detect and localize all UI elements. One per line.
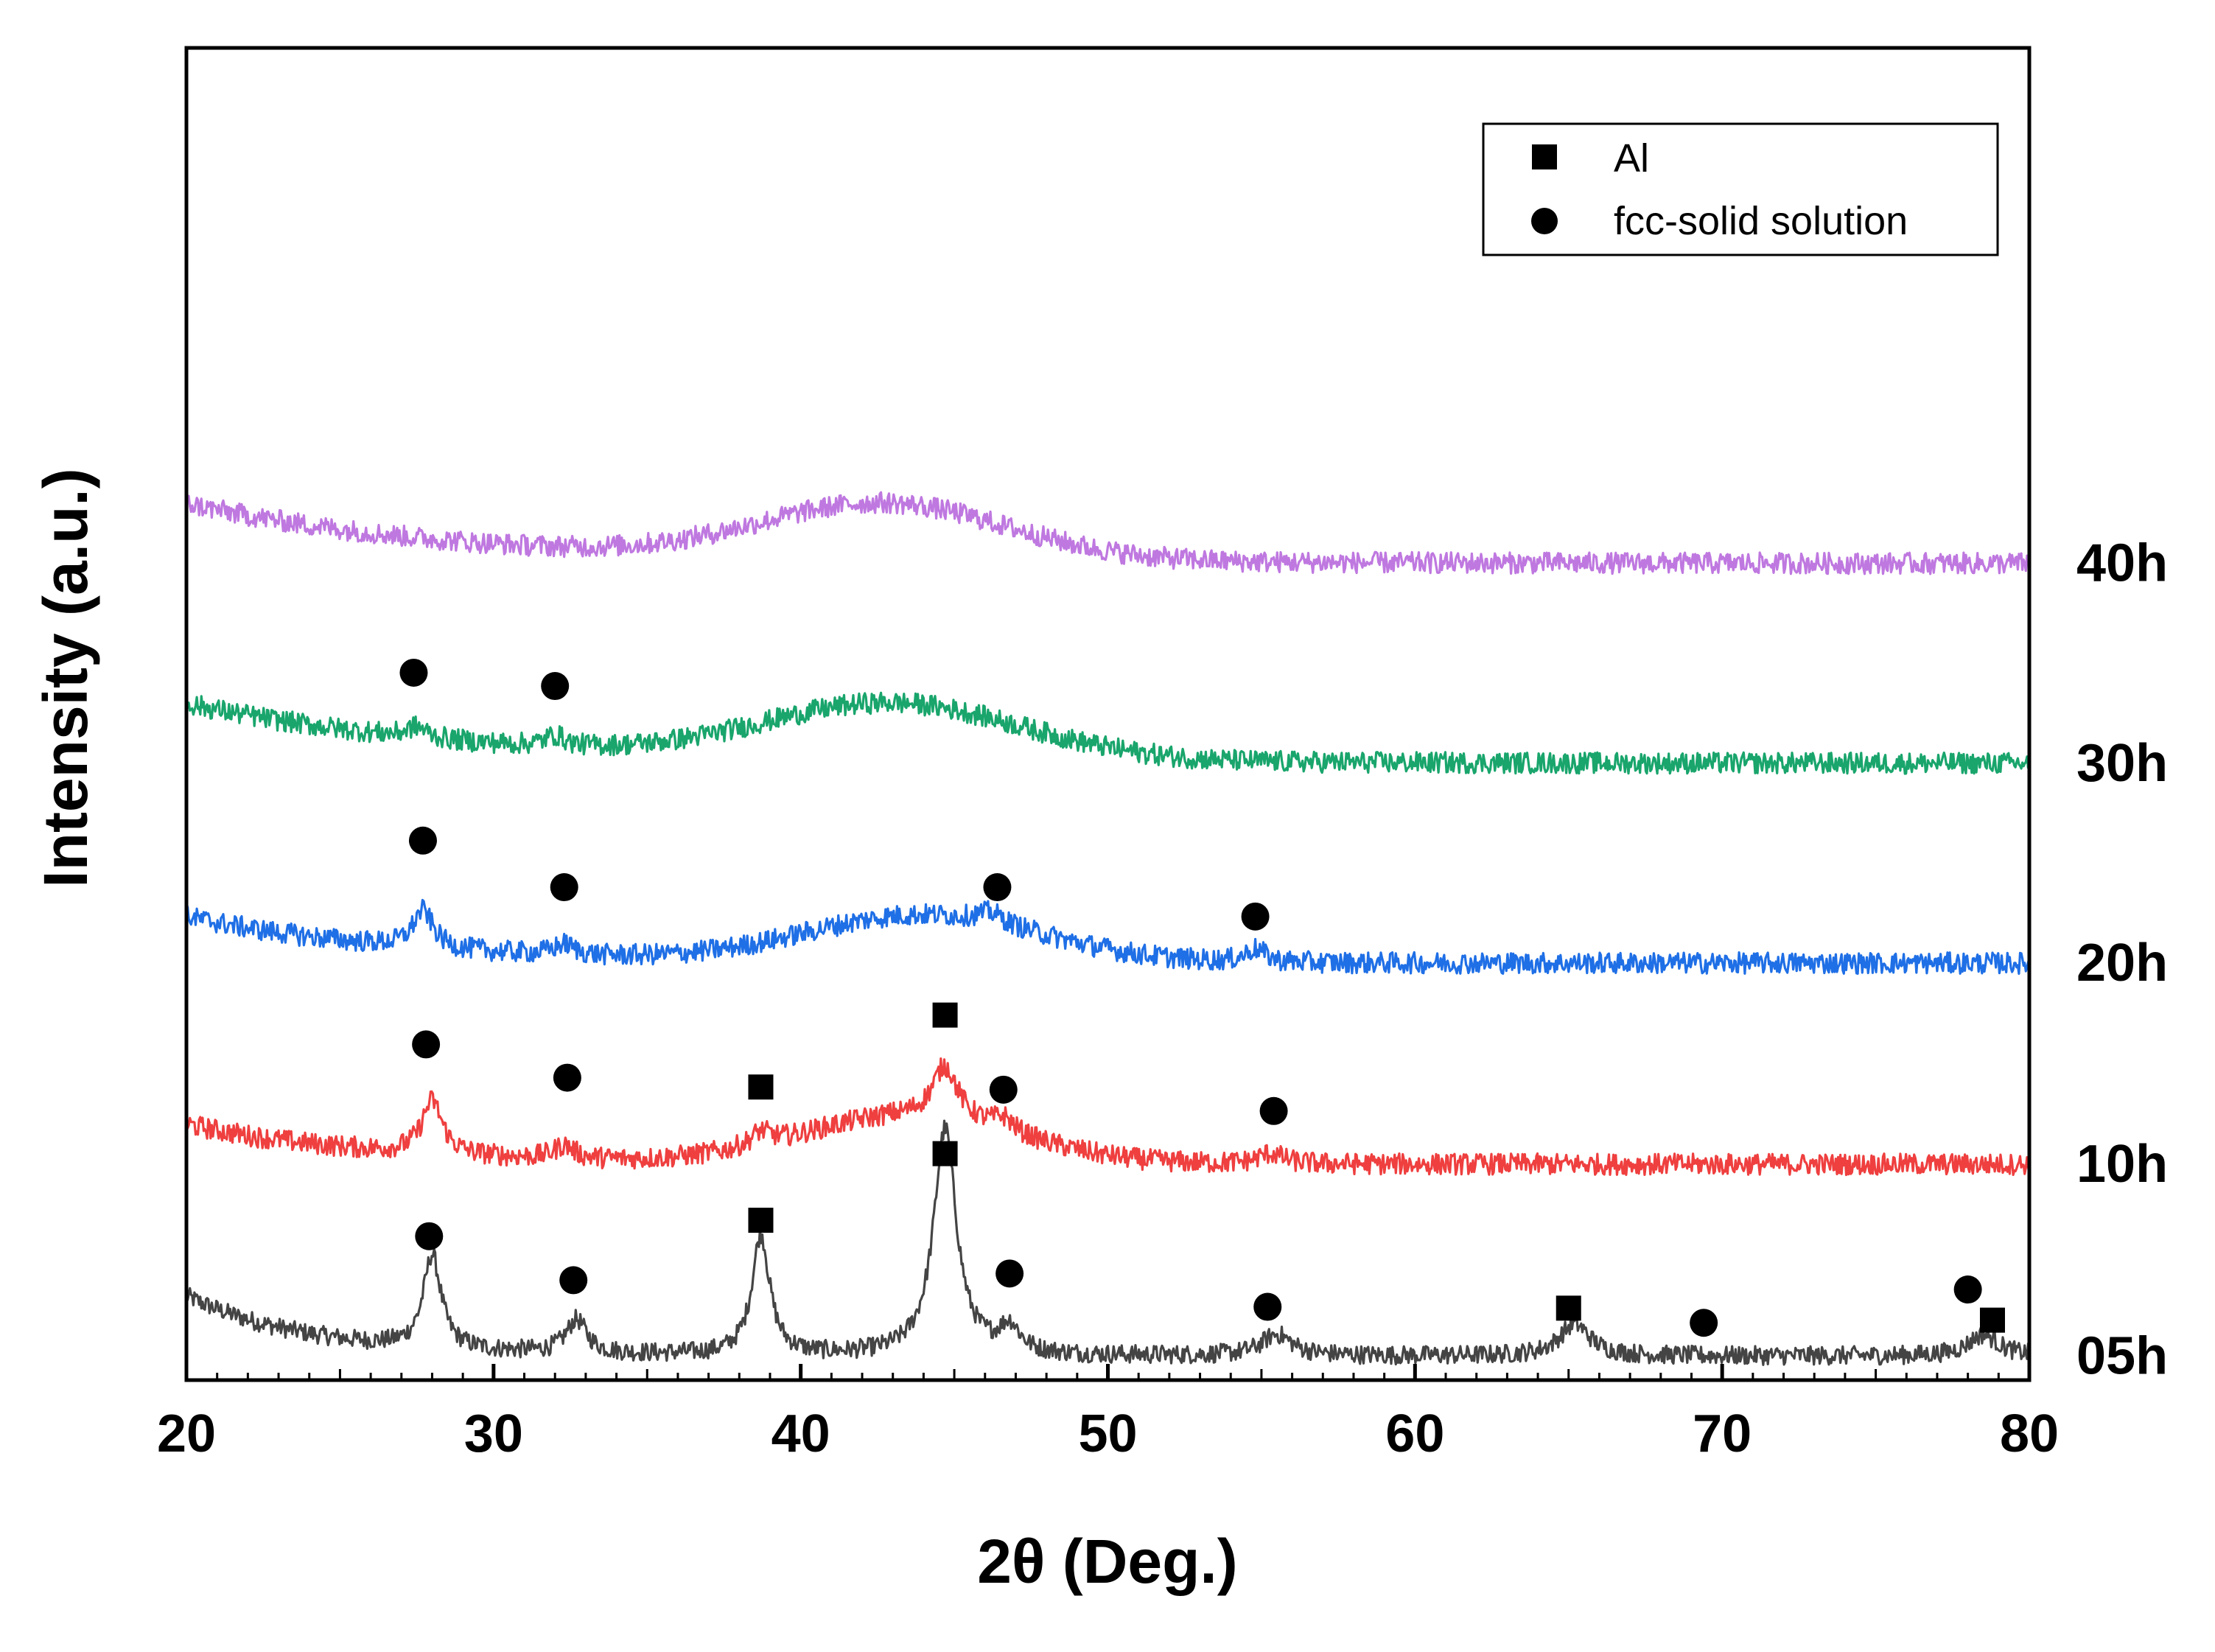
fcc-marker-30h: [541, 672, 570, 701]
legend-box: [1482, 122, 1999, 256]
fcc-marker-05h: [1690, 1309, 1718, 1337]
legend-fcc-label: fcc-solid solution: [1614, 199, 1908, 243]
legend-al-label: Al: [1614, 136, 1649, 181]
legend: Al fcc-solid solution: [1482, 122, 1999, 256]
fcc-marker-10h: [412, 1030, 441, 1059]
fcc-marker-20h: [408, 826, 437, 855]
al-marker-10h: [748, 1074, 774, 1100]
series-label-05h: 05h: [2076, 1326, 2168, 1385]
x-tick-label: 40: [771, 1404, 830, 1463]
x-tick-label: 70: [1693, 1404, 1752, 1463]
x-tick-label: 80: [2000, 1404, 2059, 1463]
series-line-30h: [185, 691, 2031, 775]
plot-area: [185, 491, 2031, 1366]
fcc-marker-20h: [550, 873, 578, 902]
fcc-marker-10h: [553, 1063, 581, 1092]
series-label-10h: 10h: [2076, 1135, 2168, 1194]
fcc-marker-10h: [989, 1075, 1018, 1104]
series-labels: 05h 10h 20h 30h 40h: [2076, 534, 2168, 1386]
al-marker-05h: [748, 1208, 774, 1233]
al-marker-05h: [932, 1141, 958, 1166]
legend-al-square-icon: [1532, 144, 1557, 169]
fcc-marker-20h: [983, 873, 1012, 902]
x-axis-tick-labels: 20 30 40 50 60 70 80: [157, 1404, 2059, 1463]
al-marker-10h: [932, 1002, 958, 1028]
series-line-05h: [185, 1119, 2031, 1366]
x-tick-label: 50: [1078, 1404, 1137, 1463]
fcc-marker-05h: [995, 1259, 1024, 1288]
series-label-40h: 40h: [2076, 534, 2168, 593]
x-tick-label: 20: [157, 1404, 216, 1463]
fcc-marker-05h: [1953, 1275, 1982, 1304]
x-axis-ticks: [184, 1364, 2032, 1380]
fcc-marker-05h: [1253, 1292, 1282, 1321]
fcc-marker-05h: [559, 1266, 588, 1295]
al-marker-05h: [1979, 1307, 2005, 1333]
y-axis-title: Intensity (a.u.): [31, 468, 100, 887]
series-line-10h: [185, 1057, 2031, 1177]
x-tick-label: 60: [1385, 1404, 1444, 1463]
legend-fcc-circle-icon: [1531, 208, 1558, 234]
fcc-marker-10h: [1259, 1096, 1288, 1125]
series-line-20h: [185, 898, 2031, 975]
al-marker-05h: [1556, 1295, 1581, 1321]
x-axis-title: 2θ (Deg.): [977, 1527, 1237, 1596]
series-label-20h: 20h: [2076, 934, 2168, 993]
series-line-40h: [186, 491, 2031, 575]
fcc-marker-30h: [399, 658, 428, 687]
x-tick-label: 30: [464, 1404, 523, 1463]
series-label-30h: 30h: [2076, 734, 2168, 793]
fcc-marker-05h: [415, 1222, 444, 1250]
fcc-marker-20h: [1241, 902, 1270, 931]
phase-markers: [399, 658, 2005, 1337]
